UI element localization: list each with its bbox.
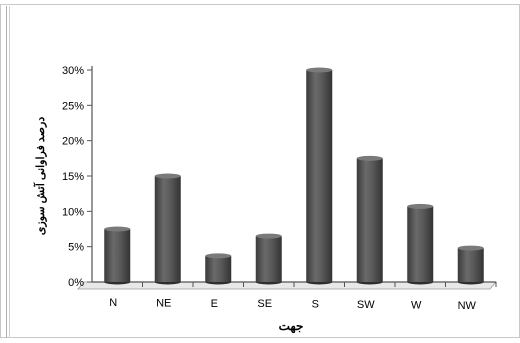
x-tick-label: E — [211, 298, 218, 310]
bar-sw — [356, 158, 383, 282]
x-tick-label: NE — [156, 297, 171, 309]
x-axis-label: جهت — [279, 319, 304, 334]
bar-e — [205, 255, 232, 282]
y-tick-label: 0% — [68, 277, 84, 289]
bar-cap — [407, 203, 434, 209]
bar-cap — [356, 155, 383, 161]
bar-cap — [306, 67, 333, 73]
y-tick-label: 5% — [68, 242, 84, 254]
bar-cap — [104, 226, 131, 232]
bars-group — [104, 67, 484, 285]
x-tick-label: SW — [357, 299, 375, 311]
y-tick-label: 10% — [62, 206, 84, 218]
x-tick-label: S — [312, 299, 319, 311]
y-tick-label: 15% — [62, 171, 84, 183]
x-tick-label: N — [109, 297, 117, 309]
bar-cap — [205, 253, 232, 259]
bar-s — [306, 70, 333, 282]
bar-cap — [457, 245, 484, 251]
bar-n — [104, 229, 131, 282]
x-tick-label: NW — [458, 300, 477, 312]
floor-plane — [77, 281, 497, 290]
bar-w — [407, 206, 434, 282]
bar-nw — [457, 248, 484, 282]
bar-se — [255, 236, 282, 282]
x-tick-label: W — [411, 299, 422, 311]
bar-cap — [255, 233, 282, 239]
y-ticks: 0% 5% 10% 15% 20% 25% 30% — [62, 65, 92, 289]
y-tick-label: 30% — [62, 65, 84, 77]
y-tick-label: 20% — [62, 136, 84, 148]
x-ticks: N NE E SE S SW W NW — [109, 282, 497, 312]
bar-ne — [154, 176, 181, 282]
x-tick-label: SE — [257, 298, 272, 310]
y-axis-label: درصد فراوانی آتش سوزی — [33, 117, 47, 236]
bar-cap — [154, 173, 181, 179]
y-tick-label: 25% — [62, 100, 84, 112]
